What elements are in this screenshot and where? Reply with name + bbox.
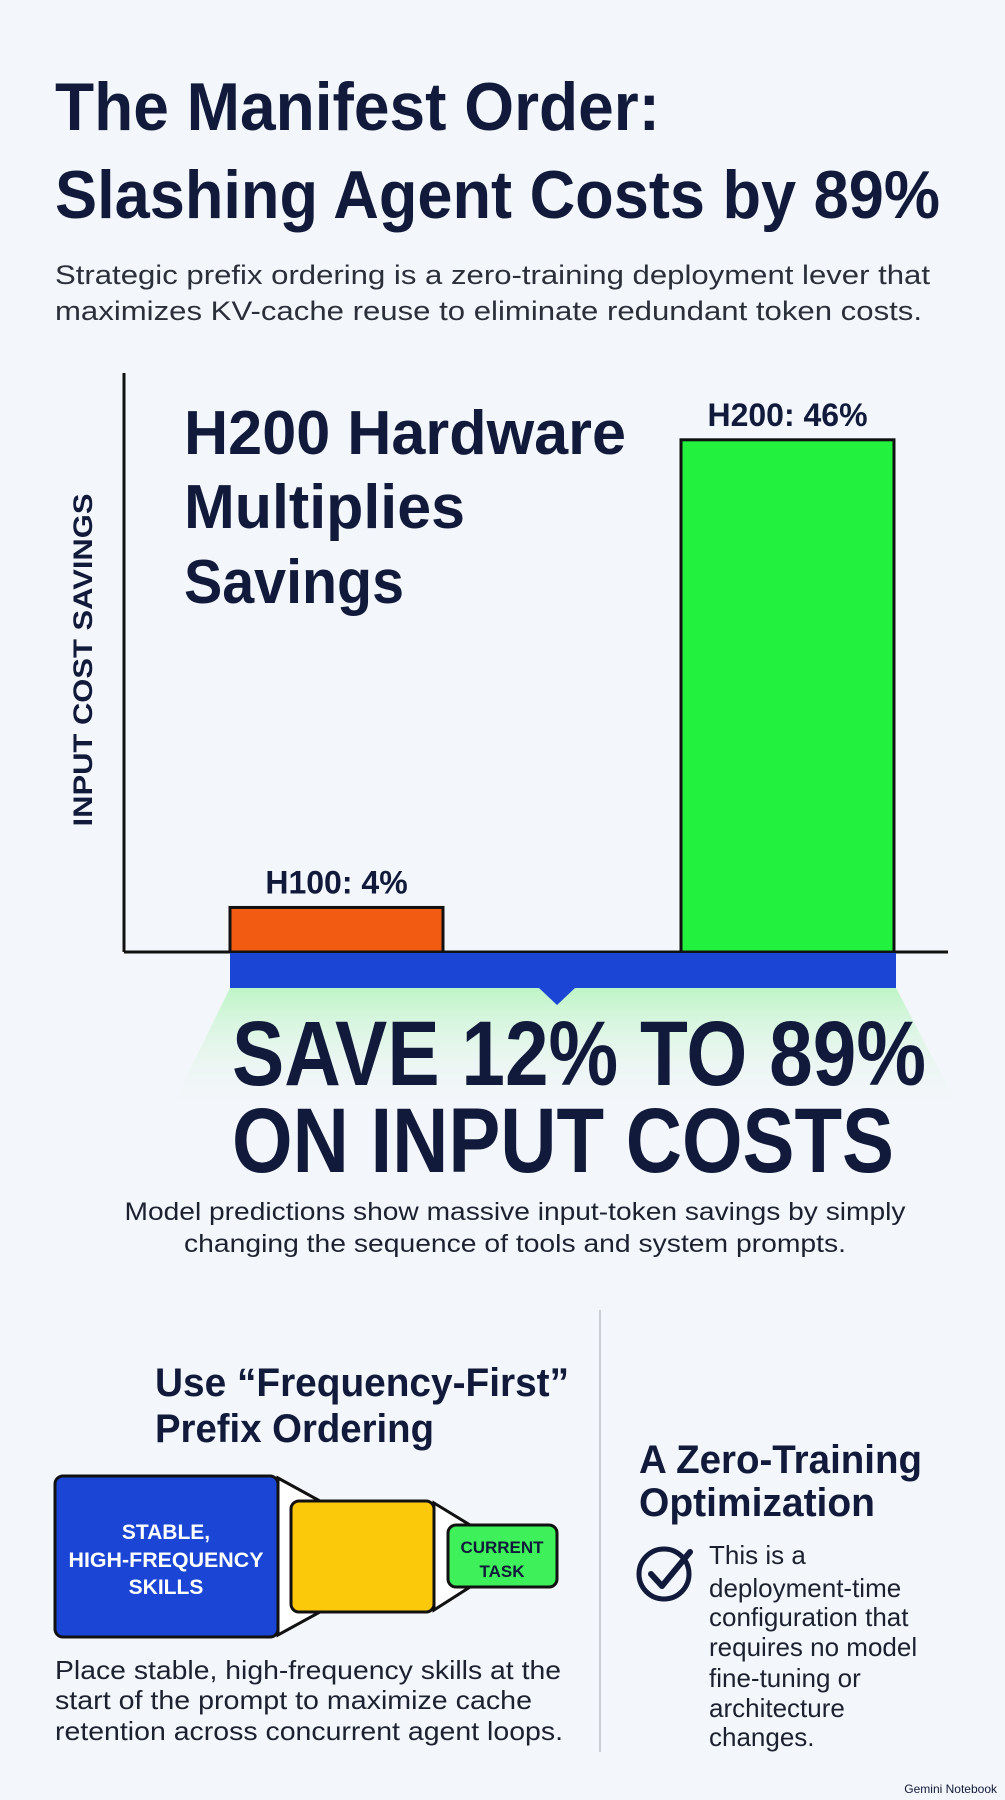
value-label: H200: 46% (707, 397, 867, 433)
right-body: This is a (709, 1540, 806, 1570)
chart-heading: Multiplies (184, 473, 465, 542)
title: Slashing Agent Costs by 89% (55, 157, 940, 233)
left-caption: retention across concurrent agent loops. (55, 1716, 563, 1746)
right-heading: Optimization (639, 1481, 875, 1525)
stable-label: STABLE, (122, 1521, 210, 1544)
right-body: requires no model (709, 1632, 917, 1662)
bar (679, 438, 896, 954)
current-block (446, 1523, 559, 1589)
current-label: TASK (479, 1562, 525, 1581)
value-label: H100: 4% (265, 864, 407, 900)
right-body: fine-tuning or (709, 1663, 861, 1693)
current-label: CURRENT (460, 1538, 544, 1557)
left-caption: start of the prompt to maximize cache (55, 1685, 532, 1715)
banner-description: Model predictions show massive input-tok… (125, 1198, 907, 1226)
right-body: architecture (709, 1693, 845, 1723)
glow (170, 988, 960, 1110)
stable-block (53, 1474, 280, 1639)
stable-label: HIGH-FREQUENCY (69, 1549, 264, 1572)
chart-heading: Savings (184, 548, 404, 617)
subtitle: Strategic prefix ordering is a zero-trai… (55, 260, 931, 290)
check-mark (648, 1549, 693, 1589)
banner-text: ON INPUT COSTS (232, 1090, 894, 1192)
right-heading: A Zero-Training (639, 1438, 922, 1482)
band (230, 953, 896, 1005)
stable-label: SKILLS (129, 1576, 204, 1599)
left-caption: Place stable, high-frequency skills at t… (55, 1655, 561, 1685)
middle-block (289, 1499, 436, 1614)
title: The Manifest Order: (55, 69, 660, 145)
left-heading: Prefix Ordering (155, 1407, 434, 1451)
y-axis-label: INPUT COST SAVINGS (68, 494, 98, 827)
left-heading: Use “Frequency-First” (155, 1361, 569, 1405)
check-circle (636, 1546, 692, 1602)
subtitle: maximizes KV-cache reuse to eliminate re… (55, 296, 922, 326)
chart-heading: H200 Hardware (184, 399, 626, 468)
banner-description: changing the sequence of tools and syste… (184, 1230, 846, 1258)
banner-text: SAVE 12% TO 89% (232, 1003, 926, 1105)
right-body: deployment-time (709, 1573, 901, 1603)
bar (228, 905, 445, 954)
footer-brand: Gemini Notebook (904, 1782, 998, 1796)
right-body: changes. (709, 1722, 815, 1752)
right-body: configuration that (709, 1602, 909, 1632)
